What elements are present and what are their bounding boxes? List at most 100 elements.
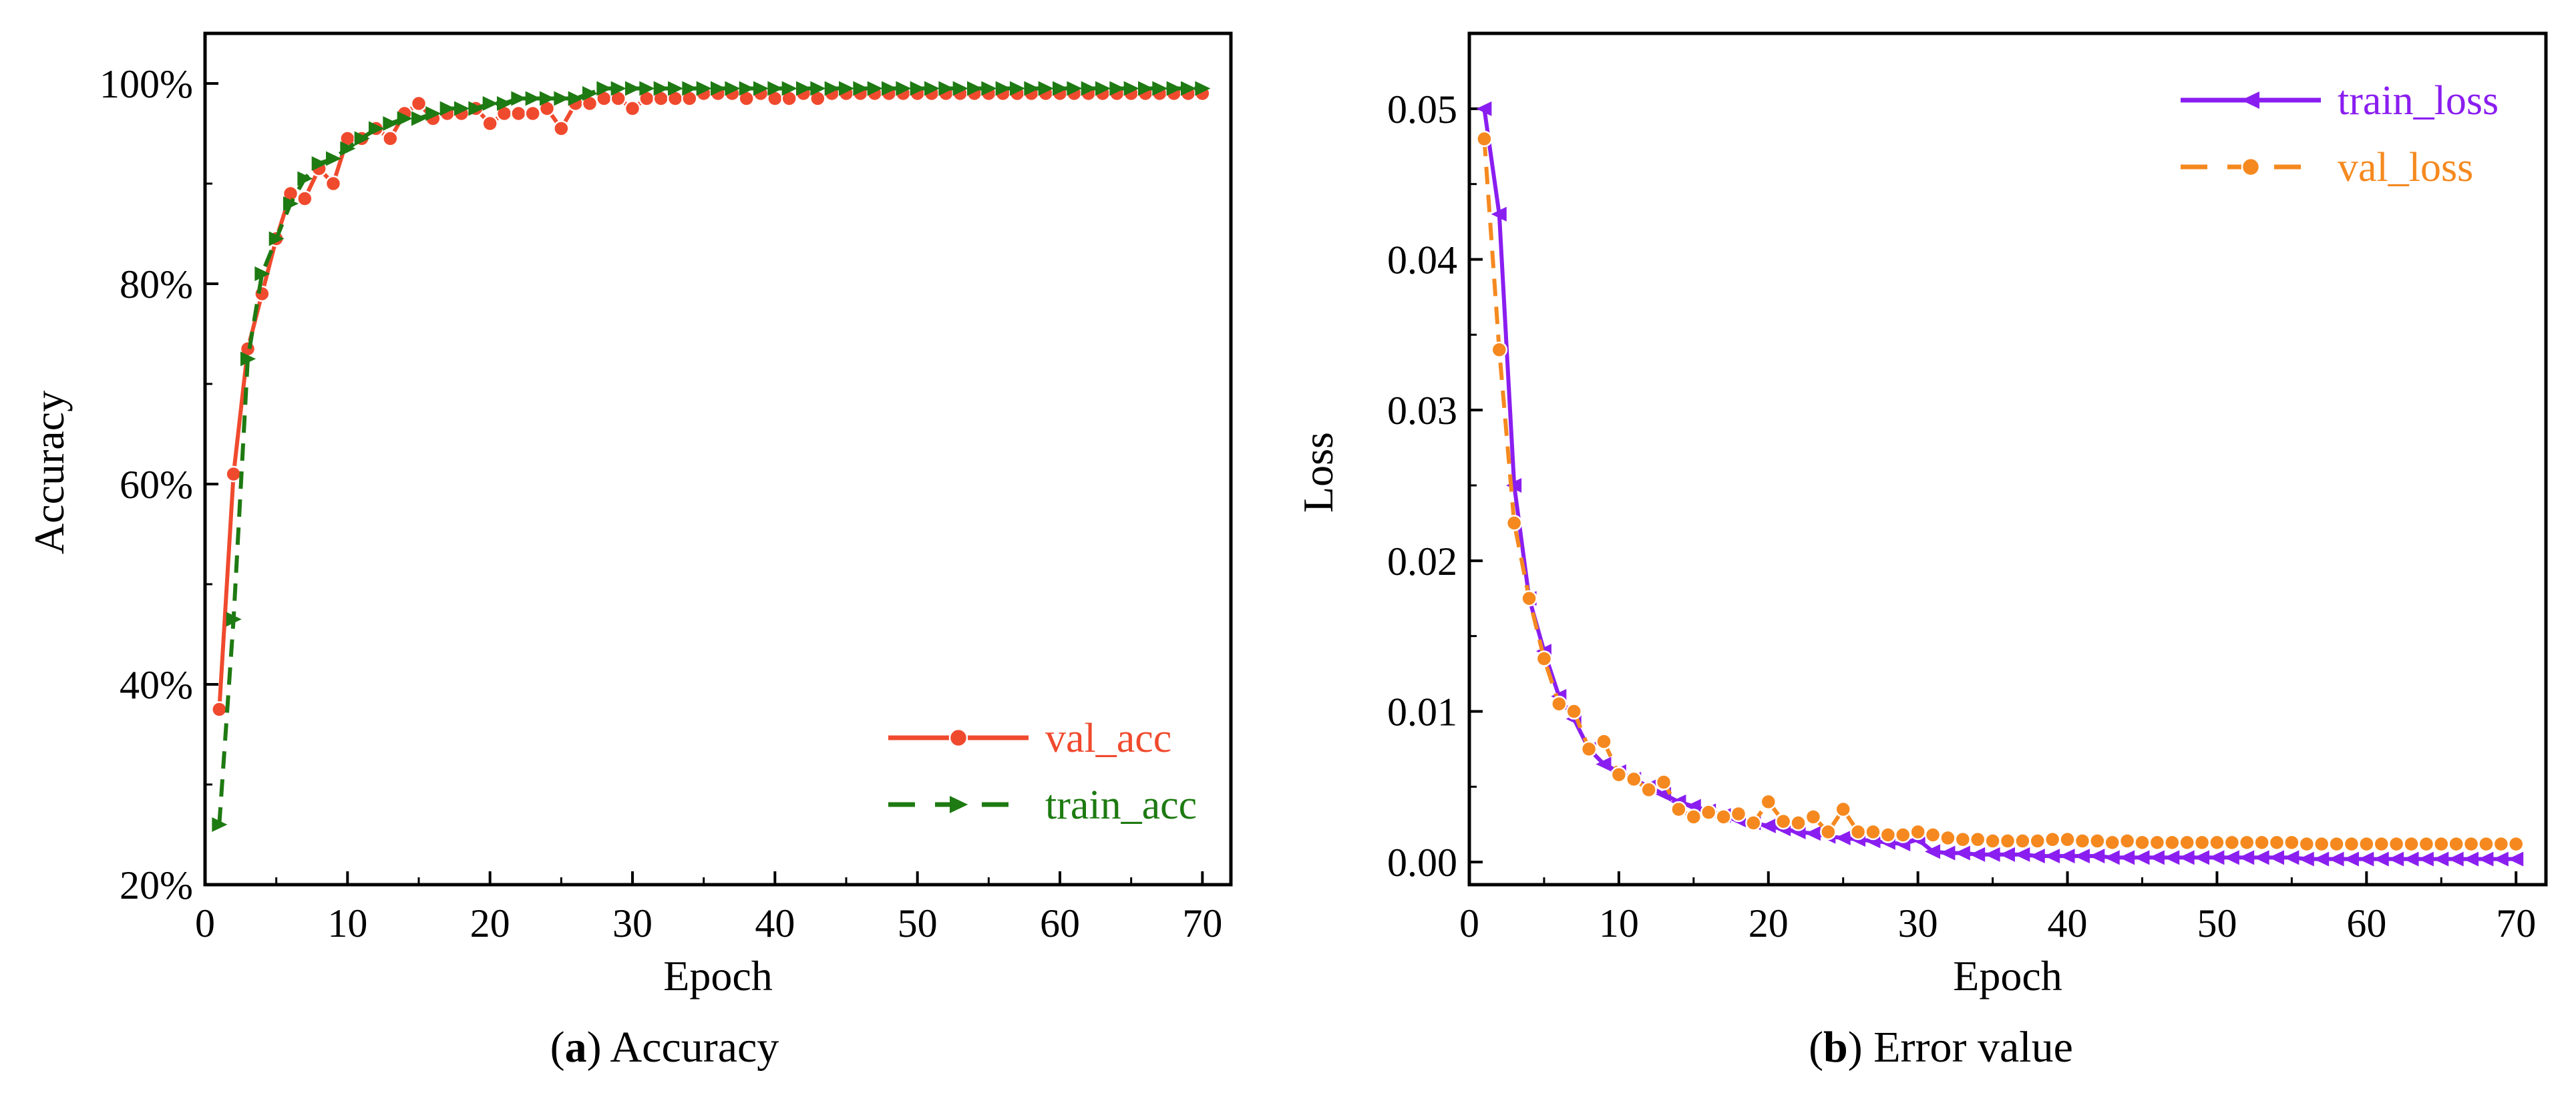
panel-b-train-loss-point xyxy=(2314,851,2330,867)
panel-a-train-acc-point xyxy=(1067,81,1083,96)
panel-a-train-acc-point xyxy=(981,81,997,96)
panel-a-train-acc-point xyxy=(1095,81,1111,96)
panel-b-train-loss-point xyxy=(1760,818,1776,833)
panel-b-train-loss-point xyxy=(1506,477,1522,493)
panel-b-train-loss-point xyxy=(2074,849,2090,864)
panel-a-train-acc-point xyxy=(254,266,270,281)
panel-a-train-acc-point xyxy=(995,81,1011,96)
panel-b-train-loss-point xyxy=(2044,849,2060,864)
panel-a-train-acc-point xyxy=(810,81,826,96)
panel-b-val-loss-point xyxy=(2268,834,2285,851)
panel-a-train-acc-point xyxy=(753,81,769,96)
panel-a-train-acc-point xyxy=(268,231,285,246)
panel-b-train-loss-point xyxy=(2328,851,2344,867)
panel-b-val-loss-point xyxy=(1476,130,1493,148)
panel-a-train-acc-point xyxy=(610,81,626,96)
panel-a-val-acc-point xyxy=(254,285,270,302)
panel-a-train-acc-point xyxy=(596,81,612,96)
panel-b-train-loss-point xyxy=(2373,851,2389,867)
panel-b-val-loss-point xyxy=(2283,834,2300,851)
panel-b-val-loss-point xyxy=(1685,809,1702,825)
panel-b-val-loss-point xyxy=(2089,833,2106,849)
panel-b-val-loss-point xyxy=(2448,835,2464,853)
panel-a-legend-label-val-acc: val_acc xyxy=(1045,716,1171,761)
panel-a-train-acc-point xyxy=(554,91,570,106)
panel-a-y-tick-label: 40% xyxy=(120,663,193,707)
panel-a-train-acc-point xyxy=(896,81,912,96)
panel-b-series-val-loss xyxy=(1476,130,2525,853)
panel-b-x-tick-label: 60 xyxy=(2346,901,2386,945)
panel-a-train-acc-point xyxy=(924,81,940,96)
panel-a-x-tick-label: 30 xyxy=(612,901,653,945)
panel-a-train-acc-point xyxy=(1195,81,1211,96)
panel-b-y-tick-label: 0.00 xyxy=(1387,841,1457,885)
panel-b-train-loss-point xyxy=(2268,850,2284,865)
panel-b-train-loss-point xyxy=(2343,851,2359,867)
panel-b-val-loss-point xyxy=(2373,835,2390,853)
panel-b-val-loss-point xyxy=(1865,823,1881,841)
panel-a-train-acc-point xyxy=(696,81,712,96)
panel-a-train-acc-point xyxy=(425,106,441,121)
panel-b-val-loss-point xyxy=(2313,835,2330,853)
panel-b-val-loss-point xyxy=(2433,835,2450,853)
panel-b-val-loss-point xyxy=(1790,815,1807,831)
panel-b-x-tick-label: 20 xyxy=(1749,901,1789,945)
panel-b-val-loss-point xyxy=(1924,827,1942,843)
panel-a-val-acc-line xyxy=(217,91,1203,710)
panel-b-val-loss-point xyxy=(2029,833,2046,849)
panel-b-val-loss-line xyxy=(1482,138,2517,847)
panel-a-train-acc-point xyxy=(297,171,313,186)
panel-a-legend-marker-val-acc xyxy=(948,728,968,748)
panel-b-val-loss-point xyxy=(1760,793,1777,811)
panel-b-val-loss-point xyxy=(1730,805,1747,823)
panel-b-y-tick-label: 0.01 xyxy=(1387,690,1457,734)
panel-b-y-tick-label: 0.02 xyxy=(1387,539,1457,584)
panel-b-val-loss-point xyxy=(1969,831,1986,848)
panel-b-train-loss-line xyxy=(1482,108,2517,861)
panel-a-train-acc-point xyxy=(625,81,641,96)
panel-a-caption-text: ) Accuracy xyxy=(587,1023,779,1072)
panel-a-val-acc-point xyxy=(553,120,570,137)
panel-b-val-loss-point xyxy=(2179,834,2195,851)
panel-b-train-loss-point xyxy=(2239,850,2255,865)
panel-b-train-loss-point xyxy=(2149,850,2165,865)
panel-a-x-tick-label: 0 xyxy=(195,901,215,945)
panel-a-train-acc-point xyxy=(226,612,242,627)
panel-b-caption: (b) Error value xyxy=(1809,1023,2073,1072)
panel-b-val-loss-point xyxy=(1849,823,1867,841)
panel-b-train-loss-point xyxy=(2388,851,2404,867)
panel-a-train-acc-point xyxy=(1109,81,1125,96)
panel-a-train-acc-point xyxy=(326,151,342,166)
panel-b-train-loss-point xyxy=(2478,851,2494,867)
panel-b-y-tick-label: 0.03 xyxy=(1387,389,1457,433)
panel-b-val-loss-point xyxy=(1626,770,1642,788)
panel-b-train-loss-point xyxy=(2164,850,2180,865)
panel-b-x-axis-label: Epoch xyxy=(1953,952,2062,1000)
panel-b-train-loss-point xyxy=(2358,851,2374,867)
panel-b-val-loss-point xyxy=(2298,835,2316,853)
panel-a-train-acc-point xyxy=(910,81,926,96)
panel-b-val-loss-point xyxy=(2418,835,2435,853)
panel-b-val-loss-point xyxy=(2223,834,2241,851)
panel-a-val-acc-point xyxy=(624,100,641,117)
panel-b-val-loss-point xyxy=(1505,515,1523,531)
panel-b-val-loss-point xyxy=(1596,733,1612,750)
panel-a-train-acc-point xyxy=(540,91,556,106)
panel-a-val-acc-point xyxy=(325,175,342,192)
panel-a-val-acc-point xyxy=(225,465,242,483)
panel-b-train-loss-point xyxy=(2433,851,2449,867)
panel-a-y-tick-label: 100% xyxy=(100,62,193,106)
panel-a-x-tick-label: 40 xyxy=(755,901,795,945)
panel-b-x-tick-label: 40 xyxy=(2048,901,2088,945)
panel-a-val-acc-point xyxy=(524,105,541,122)
panel-b-train-loss-point xyxy=(1491,206,1507,222)
panel-b-val-loss-point xyxy=(1999,833,2016,849)
panel-a-y-ticks: 20% 40% 60% 80% 100% xyxy=(100,62,218,907)
panel-a-y-tick-label: 20% xyxy=(120,863,193,907)
panel-a-train-acc-point xyxy=(525,91,541,106)
panel-a-val-acc-point xyxy=(482,115,498,132)
panel-b-legend-marker-train-loss xyxy=(2241,91,2259,109)
panel-b-train-loss-point xyxy=(1924,844,1941,859)
